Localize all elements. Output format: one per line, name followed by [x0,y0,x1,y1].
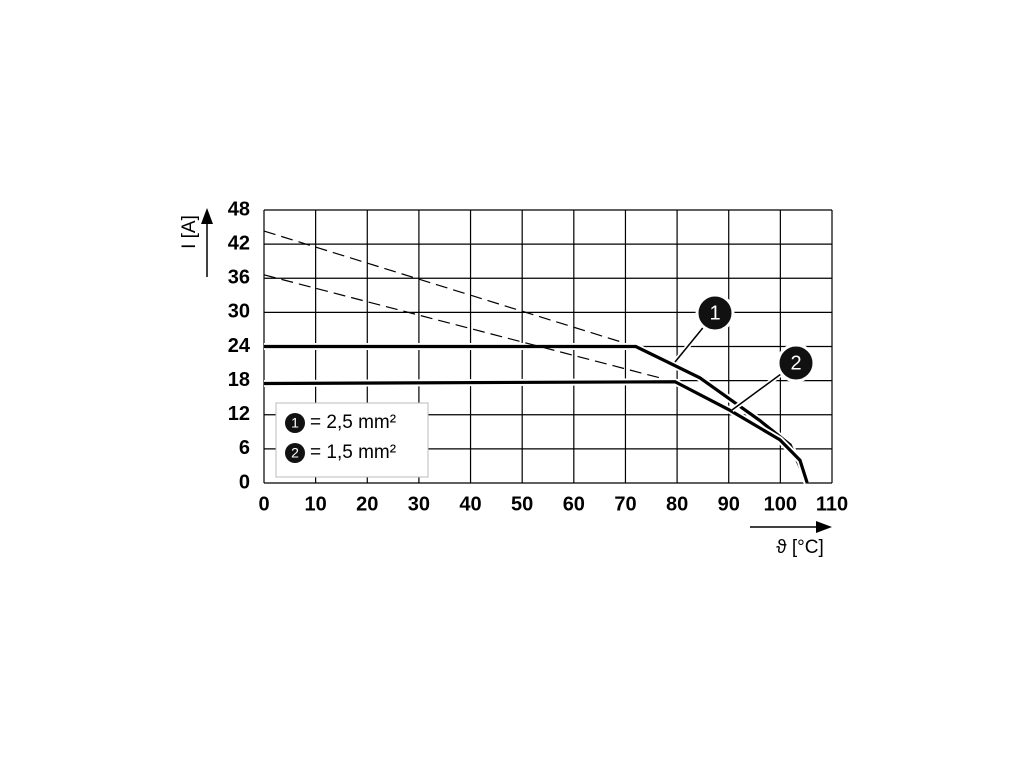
line [263,380,809,484]
extension-line [263,230,636,348]
callout-label: 1 [709,302,720,324]
y-tick-label: 0 [239,471,250,493]
x-axis-label: ϑ [°C] [776,537,824,558]
legend-badge [285,443,305,463]
x-tick-label: 30 [408,493,430,515]
y-tick-label: 42 [228,232,250,254]
x-tick-label: 50 [511,493,533,515]
y-tick-label: 18 [228,369,250,391]
y-tick-label: 12 [228,403,250,425]
legend-badge [285,413,305,433]
x-tick-label: 80 [666,493,688,515]
x-tick-label: 60 [563,493,585,515]
y-tick-label: 36 [228,267,250,289]
x-tick-label: 70 [614,493,636,515]
callout-badge [776,343,816,383]
x-tick-label: 110 [816,493,848,515]
x-arrow-head [816,521,832,533]
x-tick-label: 0 [258,493,269,515]
x-tick-label: 40 [459,493,481,515]
x-tick-label: 20 [356,493,378,515]
callout-badge [695,293,735,333]
y-tick-label: 24 [228,335,251,357]
y-tick-label: 6 [239,437,250,459]
x-tick-label: 100 [764,493,797,515]
x-tick-label: 10 [305,493,327,515]
y-arrow-head [201,208,213,224]
x-tick-label: 90 [718,493,740,515]
legend-badge-label: 1 [291,415,299,431]
y-tick-label: 48 [228,198,250,220]
extension-line [263,274,676,383]
y-axis-label: I [A] [179,215,200,249]
y-tick-label: 30 [228,301,250,323]
callout-label: 2 [790,352,801,374]
legend-label: = 1,5 mm² [310,442,396,463]
legend-label: = 2,5 mm² [310,412,396,433]
legend-badge-label: 2 [291,445,299,461]
